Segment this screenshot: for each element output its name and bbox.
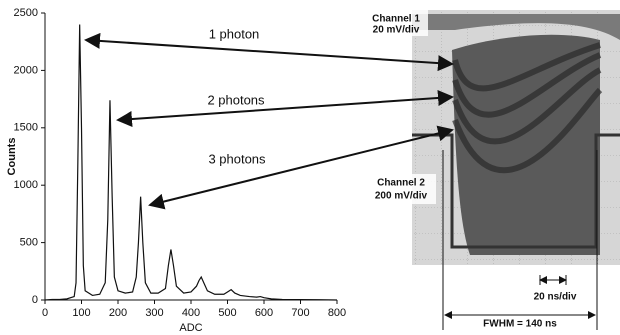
- x-axis-label: ADC: [179, 322, 202, 334]
- x-tick-label: 800: [328, 307, 346, 319]
- annotation: 1 photon: [209, 26, 260, 41]
- channel-1-scale: 20 mV/div: [373, 25, 420, 36]
- x-tick-label: 500: [218, 307, 236, 319]
- y-tick-label: 0: [32, 294, 38, 306]
- x-tick-label: 0: [42, 307, 48, 319]
- oscilloscope: [412, 10, 620, 330]
- y-axis-label: Counts: [6, 138, 18, 176]
- annotation: 3 photons: [208, 151, 266, 166]
- annotation: 2 photons: [207, 92, 265, 107]
- x-tick-label: 700: [291, 307, 309, 319]
- fwhm-label: FWHM = 140 ns: [483, 319, 557, 330]
- y-tick-label: 1500: [14, 122, 38, 134]
- spectrum-line: [45, 24, 337, 300]
- x-tick-label: 200: [109, 307, 127, 319]
- y-tick-label: 2000: [14, 64, 38, 76]
- y-tick-label: 500: [20, 237, 38, 249]
- time-scale: 20 ns/div: [534, 292, 577, 303]
- channel-2-scale: 200 mV/div: [375, 191, 428, 202]
- x-tick-label: 400: [182, 307, 200, 319]
- x-tick-label: 100: [72, 307, 90, 319]
- y-tick-label: 1000: [14, 179, 38, 191]
- x-tick-label: 600: [255, 307, 273, 319]
- y-tick-label: 2500: [14, 7, 38, 19]
- channel-2-label: Channel 2: [377, 178, 425, 189]
- figure: Channel 1 20 mV/div Channel 2 200 mV/div…: [0, 0, 620, 335]
- channel-1-label: Channel 1: [372, 14, 420, 25]
- x-tick-label: 300: [145, 307, 163, 319]
